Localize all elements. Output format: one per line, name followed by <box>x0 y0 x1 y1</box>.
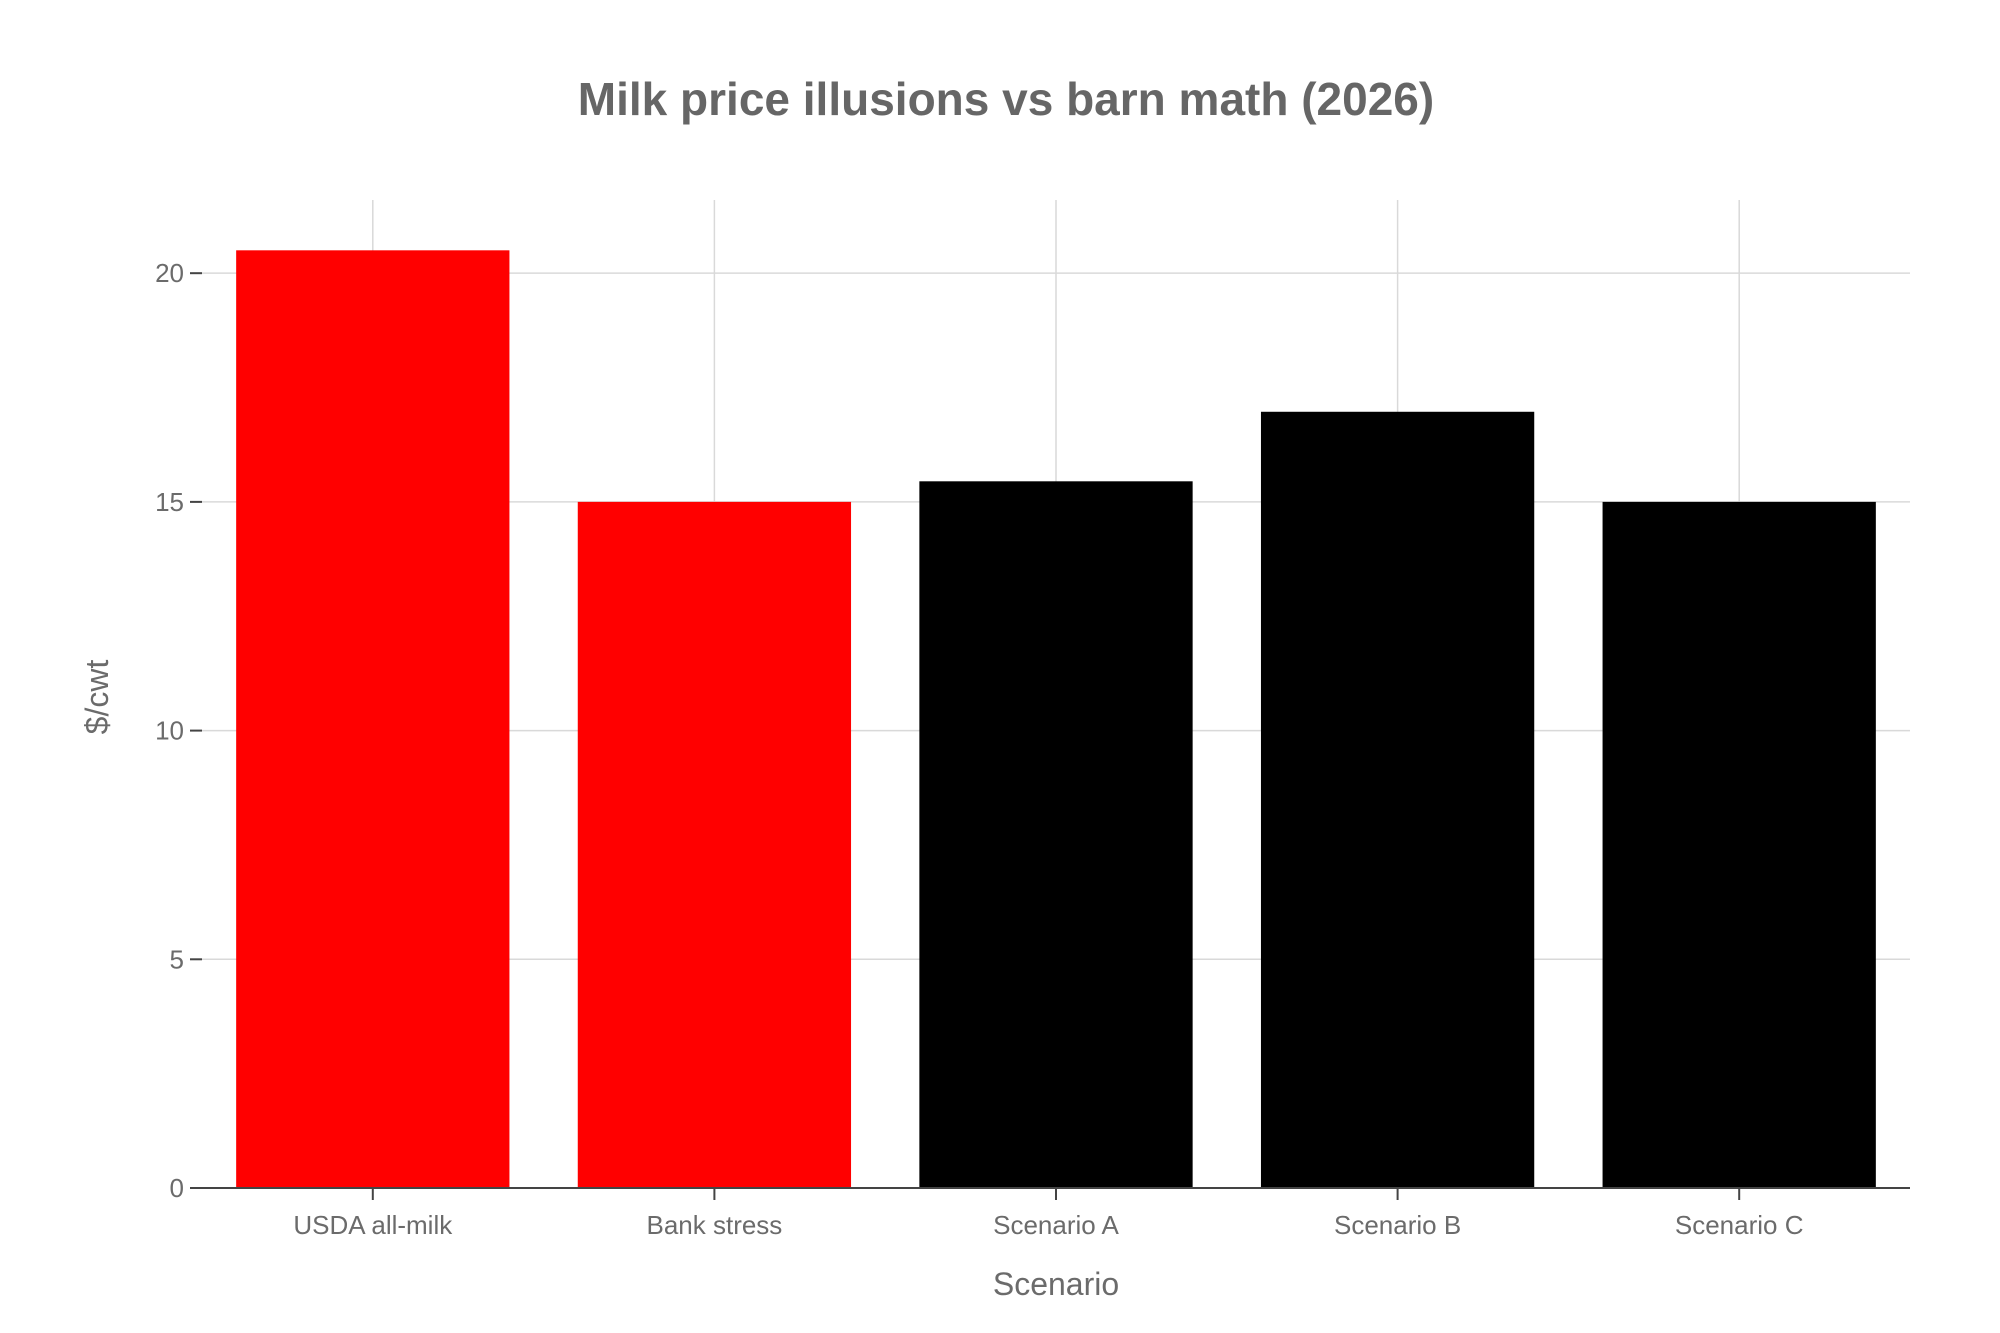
y-tick-label: 15 <box>155 487 184 517</box>
y-tick-label: 20 <box>155 258 184 288</box>
bar-scenario-b[interactable] <box>1260 411 1535 1188</box>
bar-usda-all-milk[interactable] <box>236 250 510 1188</box>
x-tick-label: USDA all-milk <box>293 1210 453 1240</box>
axis-layer: 0 5 10 15 20 USDA all-milk Bank stress Scenario… <box>155 258 1910 1240</box>
bar-bank-stress[interactable] <box>577 501 852 1188</box>
x-tick-label: Scenario C <box>1675 1210 1804 1240</box>
x-axis-title: Scenario <box>993 1266 1119 1302</box>
x-tick-label: Scenario A <box>993 1210 1119 1240</box>
x-tick-label: Bank stress <box>646 1210 782 1240</box>
x-tick-label: Scenario B <box>1334 1210 1461 1240</box>
bar-scenario-a[interactable] <box>919 481 1193 1188</box>
y-tick-label: 10 <box>155 716 184 746</box>
y-tick-label: 5 <box>170 944 184 974</box>
bars-layer <box>236 250 1876 1188</box>
y-tick-label: 0 <box>170 1173 184 1203</box>
bar-scenario-c[interactable] <box>1602 501 1876 1188</box>
y-axis-title: $/cwt <box>79 660 115 735</box>
chart-title: Milk price illusions vs barn math (2026) <box>578 73 1434 125</box>
